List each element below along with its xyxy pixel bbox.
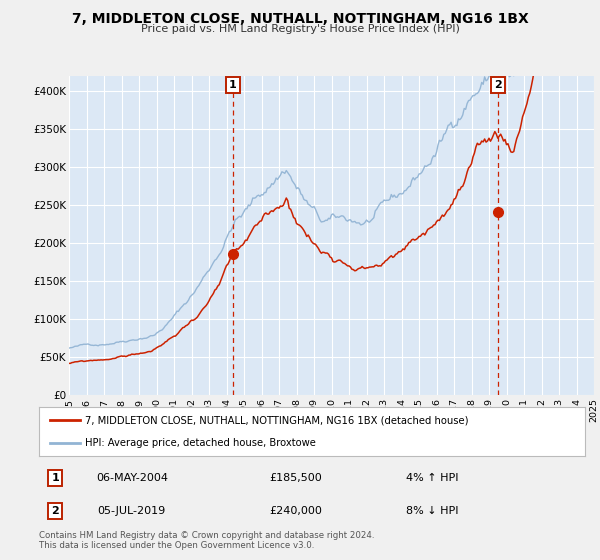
Text: £185,500: £185,500 xyxy=(269,473,322,483)
Text: £240,000: £240,000 xyxy=(269,506,322,516)
Text: 4% ↑ HPI: 4% ↑ HPI xyxy=(406,473,458,483)
Text: 8% ↓ HPI: 8% ↓ HPI xyxy=(406,506,458,516)
Text: 2: 2 xyxy=(52,506,59,516)
Text: 1: 1 xyxy=(52,473,59,483)
Text: 7, MIDDLETON CLOSE, NUTHALL, NOTTINGHAM, NG16 1BX (detached house): 7, MIDDLETON CLOSE, NUTHALL, NOTTINGHAM,… xyxy=(85,416,469,426)
Text: HPI: Average price, detached house, Broxtowe: HPI: Average price, detached house, Brox… xyxy=(85,438,316,448)
Text: 7, MIDDLETON CLOSE, NUTHALL, NOTTINGHAM, NG16 1BX: 7, MIDDLETON CLOSE, NUTHALL, NOTTINGHAM,… xyxy=(71,12,529,26)
Text: 05-JUL-2019: 05-JUL-2019 xyxy=(98,506,166,516)
Text: Price paid vs. HM Land Registry's House Price Index (HPI): Price paid vs. HM Land Registry's House … xyxy=(140,24,460,34)
Text: 1: 1 xyxy=(229,80,236,90)
Text: 2: 2 xyxy=(494,80,502,90)
Text: 06-MAY-2004: 06-MAY-2004 xyxy=(96,473,168,483)
Text: Contains HM Land Registry data © Crown copyright and database right 2024.
This d: Contains HM Land Registry data © Crown c… xyxy=(39,531,374,550)
